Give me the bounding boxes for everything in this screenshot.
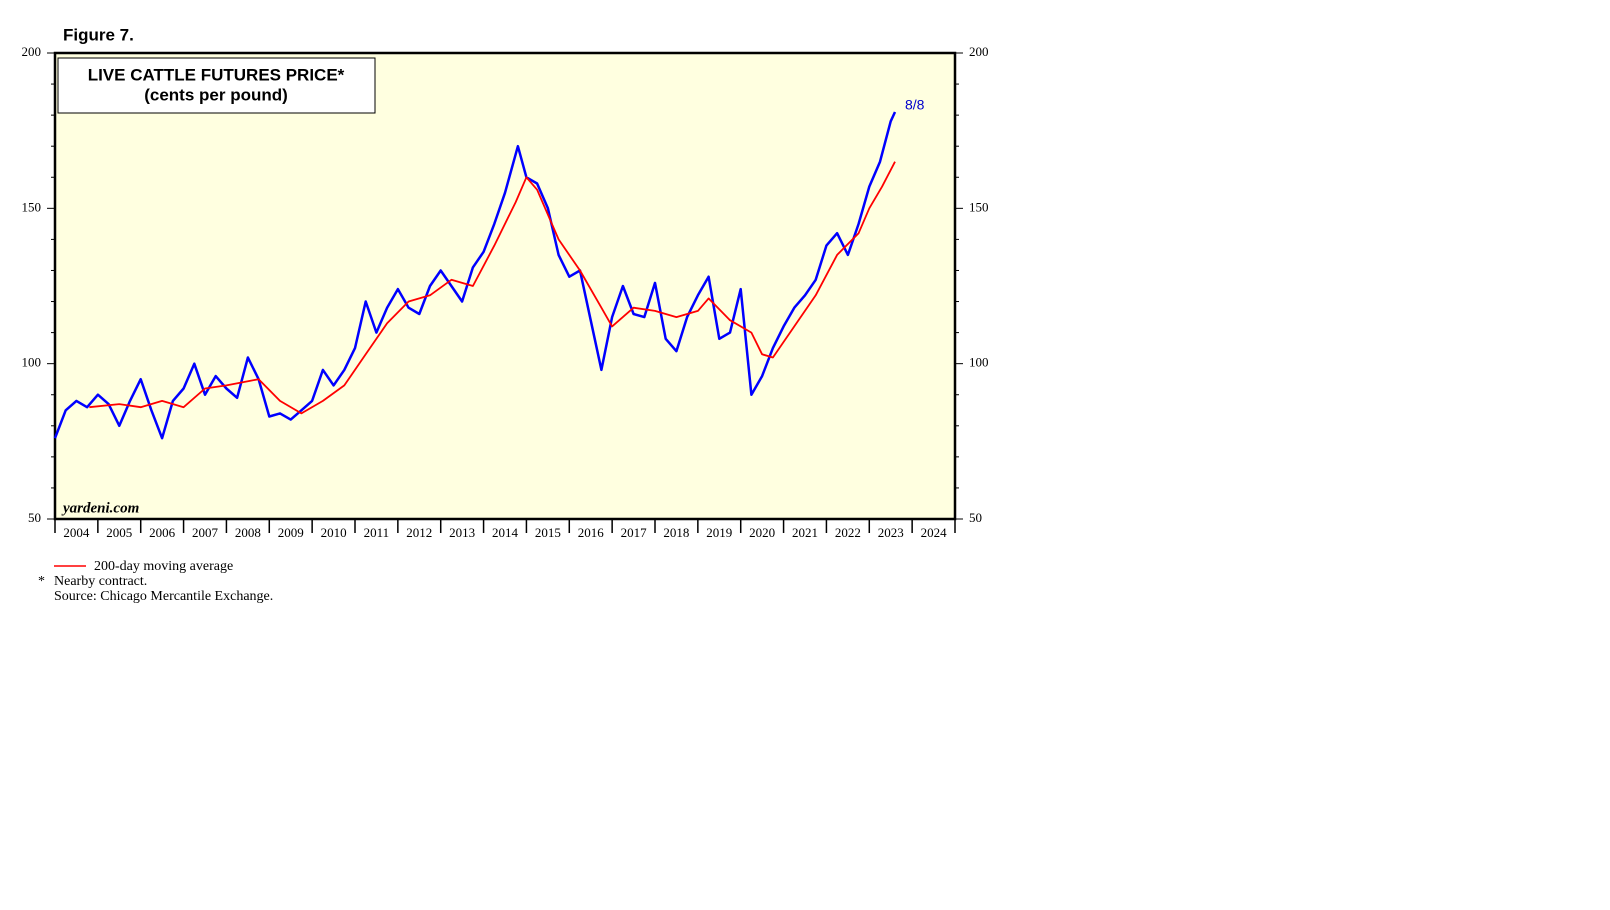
x-tick-label: 2009 [278,525,304,540]
x-tick-label: 2012 [406,525,432,540]
annotation: 8/8 [905,97,925,113]
x-tick-label: 2017 [621,525,648,540]
x-tick-label: 2019 [706,525,732,540]
figure-label: Figure 7. [63,25,134,44]
x-tick-label: 2018 [663,525,689,540]
legend-label: 200-day moving average [94,559,233,574]
x-tick-label: 2006 [149,525,176,540]
y-tick-label: 200 [22,44,42,59]
chart-title: LIVE CATTLE FUTURES PRICE* [88,65,345,84]
plot-area [53,51,957,521]
source: Source: Chicago Mercantile Exchange. [54,589,273,604]
x-tick-label: 2005 [106,525,132,540]
series-line [89,161,896,415]
y2-tick-label: 150 [969,199,989,214]
x-tick-label: 2004 [63,525,90,540]
y2-tick-label: 200 [969,44,989,59]
x-tick-label: 2013 [449,525,475,540]
footnote-marker: * [38,574,45,589]
x-tick-label: 2007 [192,525,219,540]
watermark: yardeni.com [61,500,139,516]
y-tick-label: 50 [28,510,41,525]
x-tick-label: 2022 [835,525,861,540]
chart-subtitle: (cents per pound) [144,85,288,104]
footnote: Nearby contract. [54,574,147,589]
x-tick-label: 2014 [492,525,519,540]
x-tick-label: 2011 [364,525,390,540]
title-box [57,57,376,114]
y2-tick-label: 100 [969,355,989,370]
x-tick-label: 2008 [235,525,261,540]
x-tick-label: 2016 [578,525,605,540]
series-line [53,111,897,440]
x-tick-label: 2021 [792,525,818,540]
y2-tick-label: 50 [969,510,982,525]
x-tick-label: 2015 [535,525,561,540]
x-tick-label: 2024 [921,525,948,540]
y-tick-label: 100 [22,355,42,370]
x-tick-label: 2020 [749,525,775,540]
x-tick-label: 2010 [321,525,347,540]
y-tick-label: 150 [22,199,42,214]
x-tick-label: 2023 [878,525,904,540]
